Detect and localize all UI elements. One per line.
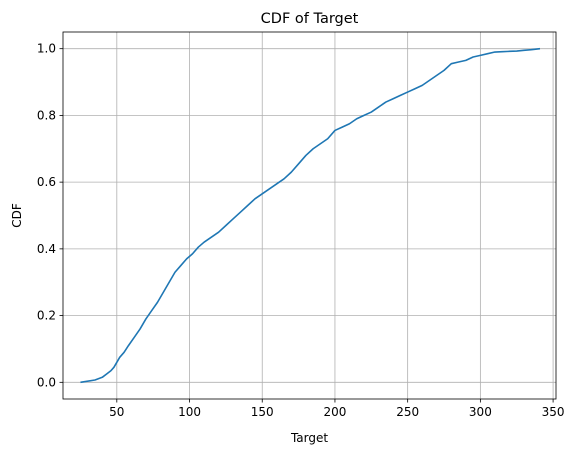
- y-tick-label: 0.2: [37, 309, 56, 323]
- x-axis-label: Target: [290, 431, 328, 445]
- y-tick-label: 0.4: [37, 242, 56, 256]
- plot-frame: [62, 31, 557, 400]
- x-tick-label: 250: [396, 405, 419, 419]
- chart-title: CDF of Target: [261, 11, 359, 27]
- line-layer: [80, 47, 541, 384]
- x-tick-label: 150: [251, 405, 274, 419]
- x-tick-label: 350: [542, 405, 565, 419]
- grid-layer: [63, 32, 556, 399]
- x-tick-label: 200: [323, 405, 346, 419]
- y-tick-label: 0.6: [37, 175, 56, 189]
- y-tick-label: 1.0: [37, 42, 56, 56]
- x-tick-label: 100: [178, 405, 201, 419]
- x-tick-label: 300: [469, 405, 492, 419]
- y-tick-label: 0.8: [37, 108, 56, 122]
- tick-layer: 50 100 150 200 250 300 350 0.0 0.2 0.4 0.6 0.8 1.0: [37, 42, 565, 419]
- cdf-line: [80, 47, 541, 384]
- y-axis-label: CDF: [10, 203, 24, 228]
- x-tick-label: 50: [109, 405, 124, 419]
- y-tick-label: 0.0: [37, 375, 56, 389]
